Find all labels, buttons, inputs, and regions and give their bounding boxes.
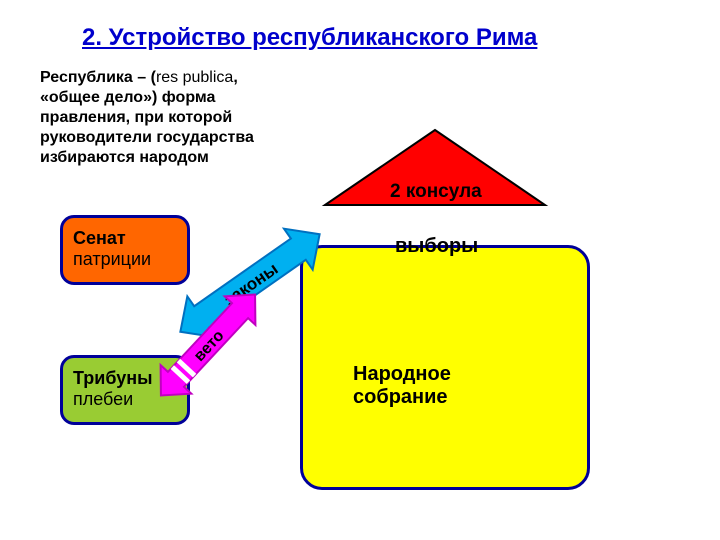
definition-lead: Республика – [40,69,151,86]
elections-label: выборы [395,235,478,258]
laws-arrow-label: законы [221,259,282,310]
tribune-box: Трибуны плебеи [60,355,190,425]
consuls-label: 2 консула [390,181,482,202]
senate-line2: патриции [73,249,177,270]
assembly-box: Народное собрание [300,245,590,490]
definition-text: Республика – (res publica, «общее дело»)… [40,68,300,168]
definition-latin: res publica [156,69,233,86]
assembly-text: Народное собрание [353,363,451,409]
assembly-line2: собрание [353,386,451,409]
page-title: 2. Устройство республиканского Рима [82,24,537,52]
tribune-line2: плебеи [73,389,177,410]
consuls-triangle [325,130,545,205]
senate-line1: Сенат [73,228,177,249]
veto-arrow-label: вето [191,327,228,365]
diagram-stage: 2. Устройство республиканского Рима Респ… [0,0,720,540]
tribune-line1: Трибуны [73,368,177,389]
assembly-line1: Народное [353,363,451,386]
senate-box: Сенат патриции [60,215,190,285]
